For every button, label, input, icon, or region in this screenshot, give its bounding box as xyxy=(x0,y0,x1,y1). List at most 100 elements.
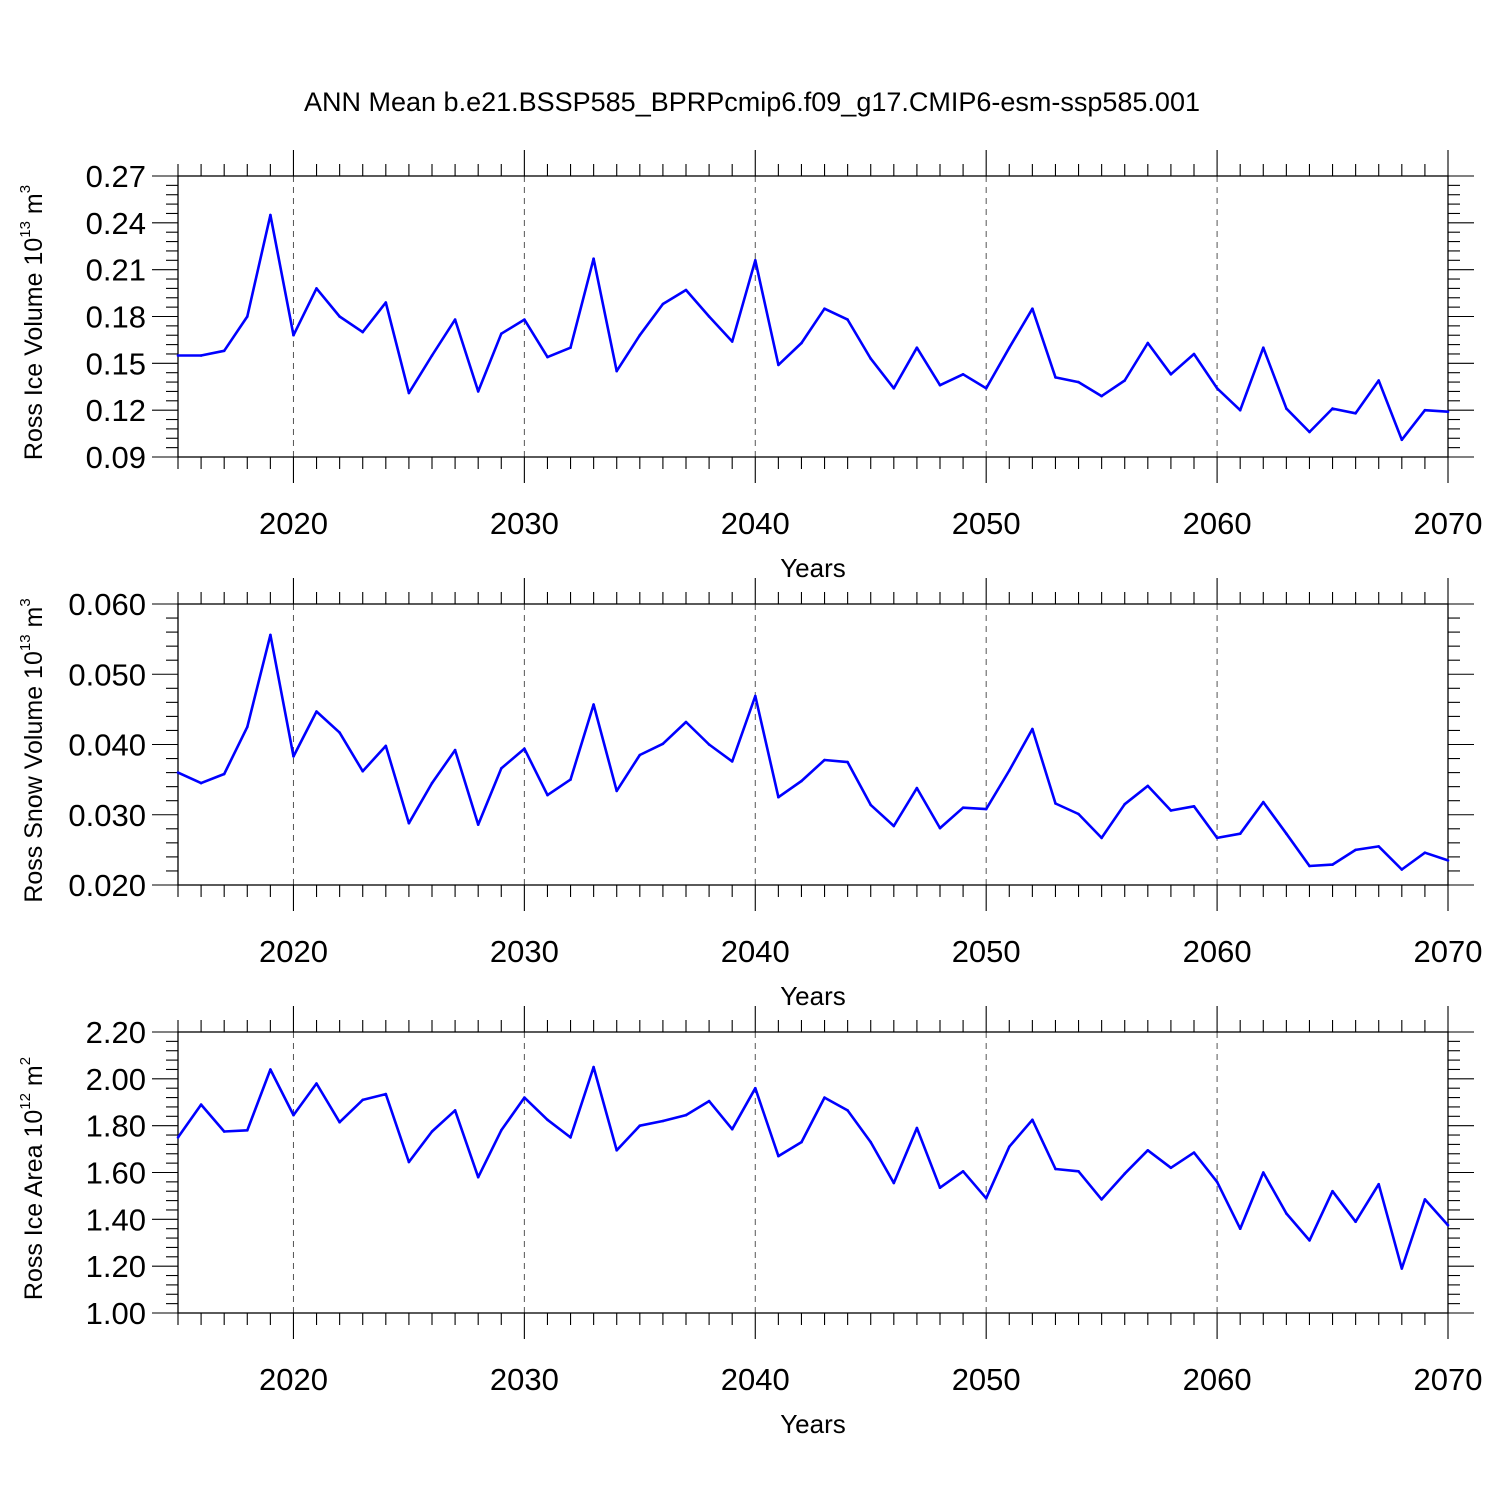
panel-3: 2020 2030 2040 2050 2060 2070 Years 1.00 1.20 1.4… xyxy=(17,1006,1482,1439)
data-point xyxy=(500,332,503,336)
y-tick-label: 0.21 xyxy=(86,253,146,288)
y-tick-label: 1.60 xyxy=(86,1156,146,1191)
data-point xyxy=(1308,430,1311,434)
data-point xyxy=(823,758,826,762)
data-point xyxy=(1331,863,1334,866)
data-point xyxy=(1031,727,1034,731)
x-tick-label: 2040 xyxy=(721,506,790,541)
panel-1: 2020 2030 2040 2050 2060 2070 Years 0.09 0.12 0.1… xyxy=(17,150,1482,583)
y-axis-label: Ross Ice Volume 1013 m3 xyxy=(17,185,48,460)
data-point xyxy=(338,315,341,318)
data-point xyxy=(661,742,665,746)
data-point xyxy=(1146,341,1150,345)
data-point xyxy=(523,747,526,750)
data-point xyxy=(707,743,711,746)
data-point xyxy=(1192,352,1196,356)
data-point xyxy=(1215,387,1219,390)
data-point xyxy=(546,793,549,797)
data-point xyxy=(1238,408,1242,412)
data-point xyxy=(269,633,272,637)
data-point xyxy=(915,786,919,790)
data-point xyxy=(384,301,388,304)
series-line xyxy=(178,213,1449,442)
data-point xyxy=(777,363,780,367)
y-axis-label: Ross Snow Volume 1013 m3 xyxy=(17,598,48,902)
data-point xyxy=(1331,1189,1334,1193)
data-point xyxy=(754,1086,757,1090)
y-tick-label: 0.09 xyxy=(86,440,146,475)
data-point xyxy=(384,1092,388,1096)
data-point xyxy=(476,823,480,826)
data-point xyxy=(1008,769,1011,772)
data-point xyxy=(869,1140,872,1144)
y-tick-label: 1.80 xyxy=(86,1109,146,1144)
data-point xyxy=(500,1129,503,1132)
data-point xyxy=(407,1160,411,1164)
x-tick-label: 2060 xyxy=(1183,934,1252,969)
y-tick-label: 2.00 xyxy=(86,1062,146,1097)
data-point xyxy=(1123,802,1126,806)
data-point xyxy=(246,725,249,729)
data-point xyxy=(222,772,226,776)
data-point xyxy=(430,781,434,785)
data-point xyxy=(1446,859,1450,862)
data-point xyxy=(476,1175,480,1179)
x-tick-label: 2050 xyxy=(952,934,1021,969)
data-point xyxy=(1308,864,1311,868)
data-point xyxy=(500,767,503,770)
data-point xyxy=(1100,836,1103,840)
y-tick-label: 2.20 xyxy=(86,1015,146,1050)
data-point xyxy=(453,748,457,752)
data-point xyxy=(1238,832,1242,835)
data-point xyxy=(523,1096,526,1099)
y-tick-label: 0.15 xyxy=(86,346,146,381)
data-point xyxy=(823,307,826,311)
data-point xyxy=(892,1181,896,1185)
data-point xyxy=(846,760,849,764)
data-point xyxy=(1123,1172,1126,1175)
data-point xyxy=(361,769,365,773)
data-point xyxy=(615,1149,618,1152)
data-point xyxy=(569,778,572,781)
y-tick-label: 0.27 xyxy=(86,159,146,194)
data-point xyxy=(1285,832,1288,835)
x-axis-label: Years xyxy=(780,553,846,583)
data-point xyxy=(246,1129,249,1132)
data-point xyxy=(592,1065,595,1069)
data-point xyxy=(869,357,872,360)
data-point xyxy=(361,1098,365,1102)
data-point xyxy=(569,346,572,350)
data-point xyxy=(961,1170,965,1173)
data-point xyxy=(315,287,318,290)
data-point xyxy=(661,302,665,306)
data-point xyxy=(292,333,295,337)
data-point xyxy=(730,760,734,763)
data-point xyxy=(1377,379,1380,382)
data-point xyxy=(754,259,757,262)
data-point xyxy=(199,1103,203,1106)
data-point xyxy=(453,1109,457,1112)
data-point xyxy=(615,369,618,373)
plot-frame xyxy=(177,603,1449,886)
data-point xyxy=(1031,307,1034,311)
x-tick-label: 2060 xyxy=(1183,1362,1252,1397)
x-tick-label: 2030 xyxy=(490,934,559,969)
data-point xyxy=(915,1126,919,1130)
data-point xyxy=(961,806,965,809)
data-point xyxy=(1192,805,1196,808)
x-tick-label: 2040 xyxy=(721,1362,790,1397)
data-point xyxy=(684,720,688,724)
data-point xyxy=(476,390,480,393)
data-point xyxy=(1400,1267,1404,1270)
x-axis-label: Years xyxy=(780,981,846,1011)
data-point xyxy=(1262,800,1265,804)
data-point xyxy=(1354,412,1357,415)
data-point xyxy=(269,1068,272,1071)
chart-title: ANN Mean b.e21.BSSP585_BPRPcmip6.f09_g17… xyxy=(304,87,1200,117)
data-point xyxy=(361,330,365,334)
x-axis-label: Years xyxy=(780,1409,846,1439)
data-point xyxy=(546,1118,549,1122)
data-point xyxy=(846,318,849,321)
data-point xyxy=(1446,410,1450,414)
data-point xyxy=(1423,851,1427,854)
